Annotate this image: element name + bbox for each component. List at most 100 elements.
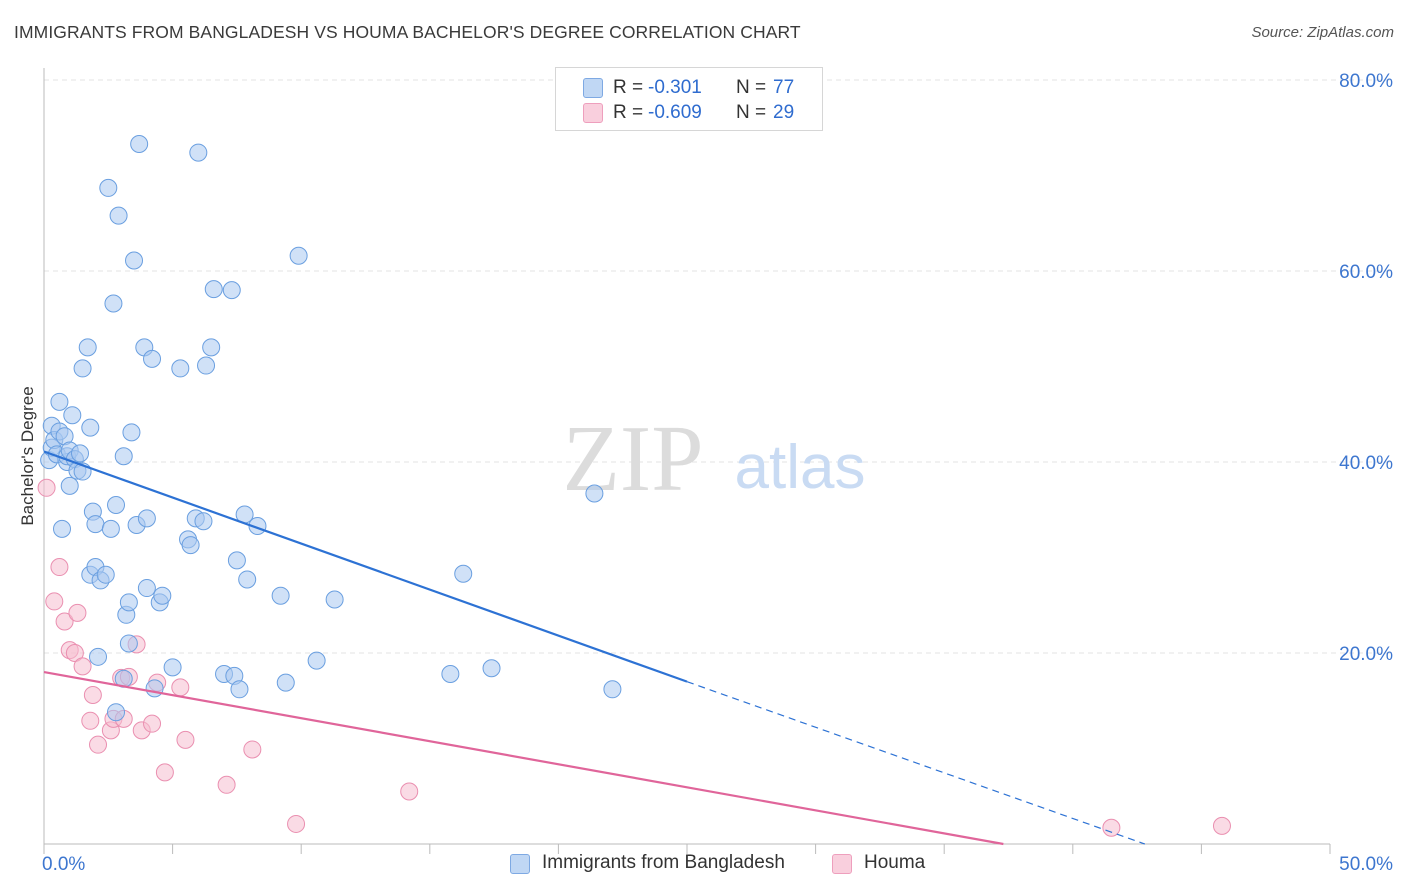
data-point-bangladesh: [271, 586, 290, 605]
data-point-bangladesh: [202, 338, 221, 357]
source-credit: Source: ZipAtlas.com: [1251, 24, 1394, 41]
data-point-bangladesh: [482, 659, 501, 678]
data-point-houma: [73, 657, 92, 676]
data-point-houma: [287, 814, 306, 833]
data-point-houma: [68, 603, 87, 622]
y-tick-label: 80.0%: [1339, 71, 1393, 92]
data-point-bangladesh: [171, 359, 190, 378]
data-point-bangladesh: [222, 281, 241, 300]
data-point-bangladesh: [585, 484, 604, 503]
data-point-bangladesh: [137, 579, 156, 598]
data-point-houma: [1102, 818, 1121, 837]
data-point-bangladesh: [86, 515, 105, 534]
data-point-bangladesh: [153, 586, 172, 605]
data-point-bangladesh: [189, 143, 208, 162]
legend-swatch-pink: [832, 854, 852, 874]
data-point-houma: [1212, 816, 1231, 835]
gridlines: [44, 79, 1390, 654]
y-tick-label: 40.0%: [1339, 453, 1393, 474]
y-tick-label: 60.0%: [1339, 262, 1393, 283]
data-point-houma: [83, 686, 102, 705]
data-point-bangladesh: [197, 356, 216, 375]
stats-row-houma: R = -0.609 N = 29: [556, 102, 820, 126]
stats-legend: R = -0.301 N = 77 R = -0.609 N = 29: [555, 67, 823, 131]
legend-label-houma: Houma: [864, 852, 926, 873]
data-point-bangladesh: [114, 447, 133, 466]
data-point-houma: [55, 612, 74, 631]
x-tick-label-max: 50.0%: [1339, 854, 1393, 875]
chart-title: IMMIGRANTS FROM BANGLADESH VS HOUMA BACH…: [14, 22, 801, 42]
n-label: N =: [736, 102, 767, 123]
data-point-bangladesh: [289, 246, 308, 265]
trend-lines: [43, 450, 1146, 846]
data-point-bangladesh: [238, 570, 257, 589]
r-value: -0.301: [648, 77, 702, 98]
data-point-bangladesh: [50, 392, 69, 411]
watermark-zip: ZIP: [563, 407, 704, 511]
data-point-houma: [176, 730, 195, 749]
data-point-houma: [81, 711, 100, 730]
n-value: 77: [773, 77, 795, 98]
data-point-bangladesh: [107, 495, 126, 514]
data-point-bangladesh: [99, 178, 118, 197]
data-point-houma: [65, 644, 84, 662]
data-point-bangladesh: [454, 564, 473, 583]
y-axis-label: Bachelor's Degree: [18, 386, 37, 526]
data-point-bangladesh: [130, 134, 149, 153]
data-point-bangladesh: [73, 359, 92, 378]
data-point-houma: [243, 740, 262, 759]
data-point-houma: [37, 478, 56, 497]
data-point-bangladesh: [441, 665, 460, 684]
legend-swatch-blue: [583, 78, 603, 98]
data-point-houma: [217, 775, 236, 794]
data-point-bangladesh: [325, 590, 344, 609]
data-point-bangladesh: [53, 519, 72, 538]
data-point-bangladesh: [109, 206, 128, 225]
data-point-bangladesh: [307, 651, 326, 670]
stats-row-bangladesh: R = -0.301 N = 77: [556, 77, 820, 101]
data-point-bangladesh: [96, 565, 115, 584]
y-tick-label: 20.0%: [1339, 644, 1393, 665]
data-point-bangladesh: [137, 509, 156, 528]
legend-swatch-pink: [583, 103, 603, 123]
data-point-bangladesh: [71, 444, 90, 463]
data-point-bangladesh: [603, 680, 622, 699]
trend-line-houma: [43, 671, 1004, 846]
data-point-bangladesh: [276, 673, 295, 692]
data-point-bangladesh: [89, 647, 108, 666]
r-label: R =: [613, 102, 644, 123]
tick-labels: 20.0% 40.0% 60.0% 80.0% 0.0% 50.0%: [42, 71, 1393, 875]
data-point-bangladesh: [60, 476, 79, 495]
data-point-bangladesh: [125, 251, 144, 270]
n-label: N =: [736, 77, 767, 98]
watermark: ZIP atlas: [563, 407, 866, 511]
data-point-bangladesh: [104, 294, 123, 313]
data-point-houma: [155, 763, 174, 782]
data-point-houma: [400, 782, 419, 801]
data-point-bangladesh: [204, 280, 223, 299]
data-point-bangladesh: [101, 519, 120, 538]
watermark-atlas: atlas: [735, 433, 866, 502]
series-houma: [37, 478, 1231, 837]
data-point-bangladesh: [78, 338, 97, 357]
legend-label-bangladesh: Immigrants from Bangladesh: [542, 852, 785, 873]
r-value: -0.609: [648, 102, 702, 123]
data-point-bangladesh: [163, 658, 182, 677]
legend-swatch-blue: [510, 854, 530, 874]
data-point-bangladesh: [107, 703, 126, 722]
data-point-houma: [89, 735, 108, 754]
series-bangladesh: [40, 134, 622, 722]
data-point-bangladesh: [227, 551, 246, 570]
x-tick-label-min: 0.0%: [42, 854, 85, 875]
data-point-bangladesh: [119, 634, 138, 653]
n-value: 29: [773, 102, 795, 123]
data-point-houma: [50, 558, 69, 577]
data-point-bangladesh: [63, 406, 82, 425]
data-point-bangladesh: [122, 423, 141, 442]
data-point-houma: [171, 678, 190, 697]
data-point-bangladesh: [119, 593, 138, 612]
data-point-bangladesh: [194, 512, 213, 531]
trend-line-bangladesh-extension: [686, 681, 1146, 845]
data-point-bangladesh: [145, 679, 164, 698]
